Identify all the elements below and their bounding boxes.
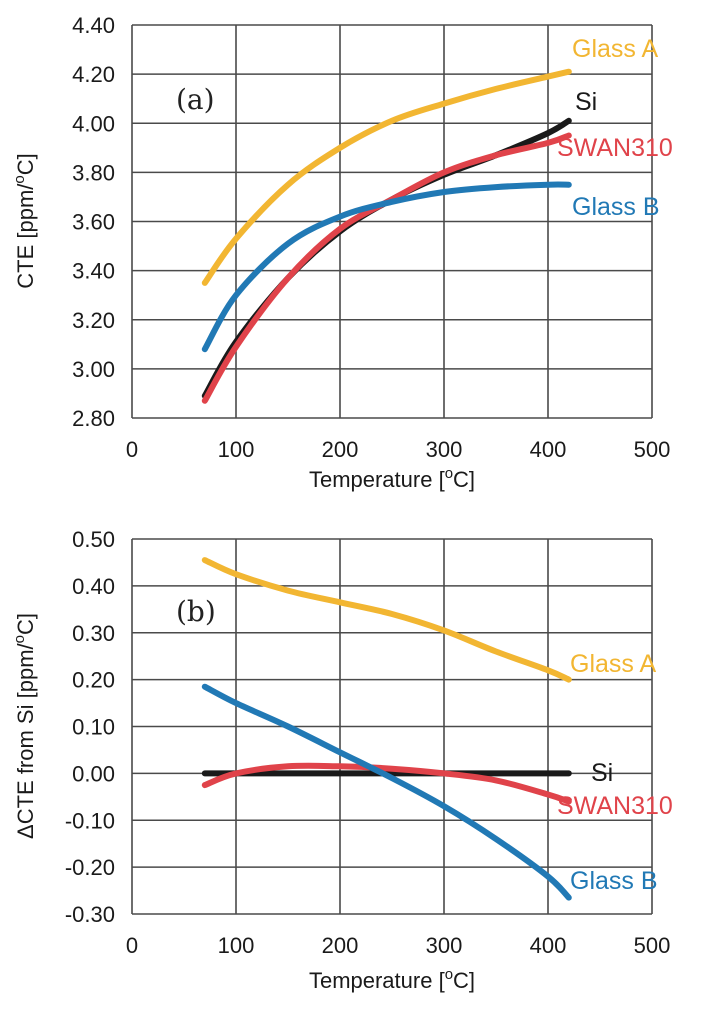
y-axis-unit-close: C] — [13, 613, 38, 635]
x-axis-title: Temperature [oC] — [309, 465, 475, 492]
y-axis-unit-superscript: o — [11, 175, 28, 183]
series-label-si: Si — [591, 759, 613, 787]
x-axis-unit-superscript: o — [445, 966, 453, 983]
x-tick-label: 200 — [322, 437, 359, 462]
series-line-si — [201, 117, 572, 399]
y-axis-title-text: ΔCTE from Si [ppm/ — [13, 642, 38, 839]
x-tick-label: 500 — [634, 437, 671, 462]
x-tick-label: 0 — [126, 933, 138, 958]
y-tick-label: 4.00 — [72, 111, 115, 136]
series-label-swan310: SWAN310 — [557, 792, 673, 820]
y-tick-label: 3.80 — [72, 160, 115, 185]
y-tick-label: 3.40 — [72, 259, 115, 284]
y-tick-label: -0.10 — [65, 808, 115, 833]
x-axis-unit-close: C] — [453, 968, 475, 993]
y-tick-label: 0.20 — [72, 668, 115, 693]
y-tick-label: -0.30 — [65, 902, 115, 927]
x-tick-label: 300 — [426, 437, 463, 462]
y-tick-label: 4.40 — [72, 13, 115, 38]
y-tick-label: 2.80 — [72, 406, 115, 431]
series-label-swan310: SWAN310 — [557, 134, 673, 162]
y-tick-label: 3.60 — [72, 210, 115, 235]
panel-label: (a) — [176, 83, 215, 116]
y-axis-title: CTE [ppm/oC] — [11, 153, 38, 288]
series-label-glass-b: Glass B — [570, 867, 658, 895]
series-label-glass-b: Glass B — [572, 193, 660, 221]
y-tick-label: 0.50 — [72, 527, 115, 552]
x-axis-unit-open: [ — [439, 467, 445, 492]
y-axis-title-text: CTE [ppm/ — [13, 183, 38, 289]
y-tick-label: 0.10 — [72, 715, 115, 740]
series-line-glass-a — [201, 68, 572, 286]
series-line-swan310 — [201, 762, 572, 805]
series-line-glass-b — [201, 683, 572, 901]
x-tick-label: 100 — [218, 437, 255, 462]
x-tick-label: 400 — [530, 437, 567, 462]
x-axis-unit-open: [ — [439, 968, 445, 993]
y-axis-title: ΔCTE from Si [ppm/oC] — [11, 613, 38, 839]
y-axis-unit-superscript: o — [11, 635, 28, 643]
x-axis-title-text: Temperature — [309, 467, 439, 492]
x-tick-label: 400 — [530, 933, 567, 958]
x-tick-label: 200 — [322, 933, 359, 958]
y-tick-label: 0.40 — [72, 574, 115, 599]
y-tick-label: 0.30 — [72, 621, 115, 646]
y-tick-label: 0.00 — [72, 761, 115, 786]
panel-label: (b) — [176, 595, 216, 628]
series-label-glass-a: Glass A — [570, 650, 656, 678]
y-tick-label: 3.20 — [72, 308, 115, 333]
series-line-glass-a — [201, 557, 572, 683]
x-tick-label: 300 — [426, 933, 463, 958]
series-label-glass-a: Glass A — [572, 35, 658, 63]
x-tick-label: 500 — [634, 933, 671, 958]
y-tick-label: -0.20 — [65, 855, 115, 880]
y-tick-label: 4.20 — [72, 62, 115, 87]
chart-panel-a: 0 100 200 300 400 500 2.80 3.00 3.20 3.40 3.60 3.80… — [11, 13, 673, 492]
x-axis-unit-close: C] — [453, 467, 475, 492]
series-line-glass-b — [201, 181, 572, 353]
x-axis-title: Temperature [oC] — [309, 966, 475, 993]
x-tick-label: 0 — [126, 437, 138, 462]
y-axis-unit-close: C] — [13, 153, 38, 175]
series-label-si: Si — [575, 88, 597, 116]
chart-panel-b: 0 100 200 300 400 500 -0.30 -0.20 -0.10 0.00 0.10 0… — [11, 527, 673, 993]
x-axis-title-text: Temperature — [309, 968, 439, 993]
x-tick-label: 100 — [218, 933, 255, 958]
y-tick-label: 3.00 — [72, 357, 115, 382]
x-axis-unit-superscript: o — [445, 465, 453, 482]
